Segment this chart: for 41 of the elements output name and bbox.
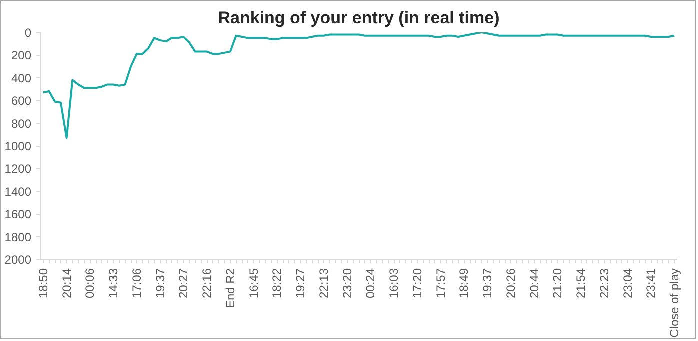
y-tick-label: 400 [11, 71, 32, 86]
y-tick-label: 1000 [4, 140, 32, 154]
x-tick-label: 19:37 [153, 268, 168, 299]
x-tick-label: 00:24 [364, 268, 378, 299]
line-series [42, 32, 676, 140]
x-tick-label: End R2 [223, 268, 238, 309]
x-tick-label: 17:06 [130, 268, 144, 299]
x-tick-label: 18:49 [457, 268, 472, 299]
y-tick-label: 1600 [4, 208, 32, 222]
y-tick-label: 800 [11, 116, 32, 131]
x-tick-label: 17:20 [410, 268, 424, 299]
y-tick-label: 1800 [4, 230, 32, 244]
x-tick-label: 22:23 [597, 268, 612, 299]
y-tick-label: 200 [11, 48, 32, 63]
x-tick-label: 22:13 [316, 268, 331, 299]
chart-title: Ranking of your entry (in real time) [218, 8, 500, 28]
y-tick-label: 2000 [4, 253, 32, 267]
x-tick-label: 17:57 [434, 268, 448, 299]
x-tick-label: 19:27 [294, 268, 308, 299]
x-tick-label: 16:03 [387, 268, 402, 299]
x-tick-label: 20:44 [527, 268, 542, 299]
x-tick-label: 23:41 [644, 268, 658, 299]
x-tick-label: 20:14 [60, 268, 74, 299]
x-tick-label: 22:16 [200, 268, 214, 299]
x-tick-label: 21:20 [550, 268, 565, 299]
y-tick-label: 1400 [4, 184, 32, 199]
x-tick-label: 23:04 [620, 268, 635, 299]
x-tick-label: 18:22 [270, 268, 284, 299]
x-tick-label: 19:37 [480, 268, 495, 299]
x-tick-label: 16:45 [246, 268, 261, 299]
x-tick-label: 00:06 [83, 268, 98, 299]
x-tick-label: 23:20 [340, 268, 354, 299]
y-tick-label: 0 [24, 26, 32, 40]
y-tick-label: 600 [11, 94, 32, 108]
x-tick-label: Close of play [668, 268, 682, 338]
x-tick-label: 14:33 [106, 268, 121, 299]
y-tick-label: 1200 [4, 162, 32, 176]
x-tick-label: 20:27 [176, 268, 191, 299]
x-tick-label: 18:50 [36, 268, 50, 299]
x-tick-label: 20:26 [504, 268, 518, 299]
x-tick-label: 21:54 [574, 268, 588, 299]
